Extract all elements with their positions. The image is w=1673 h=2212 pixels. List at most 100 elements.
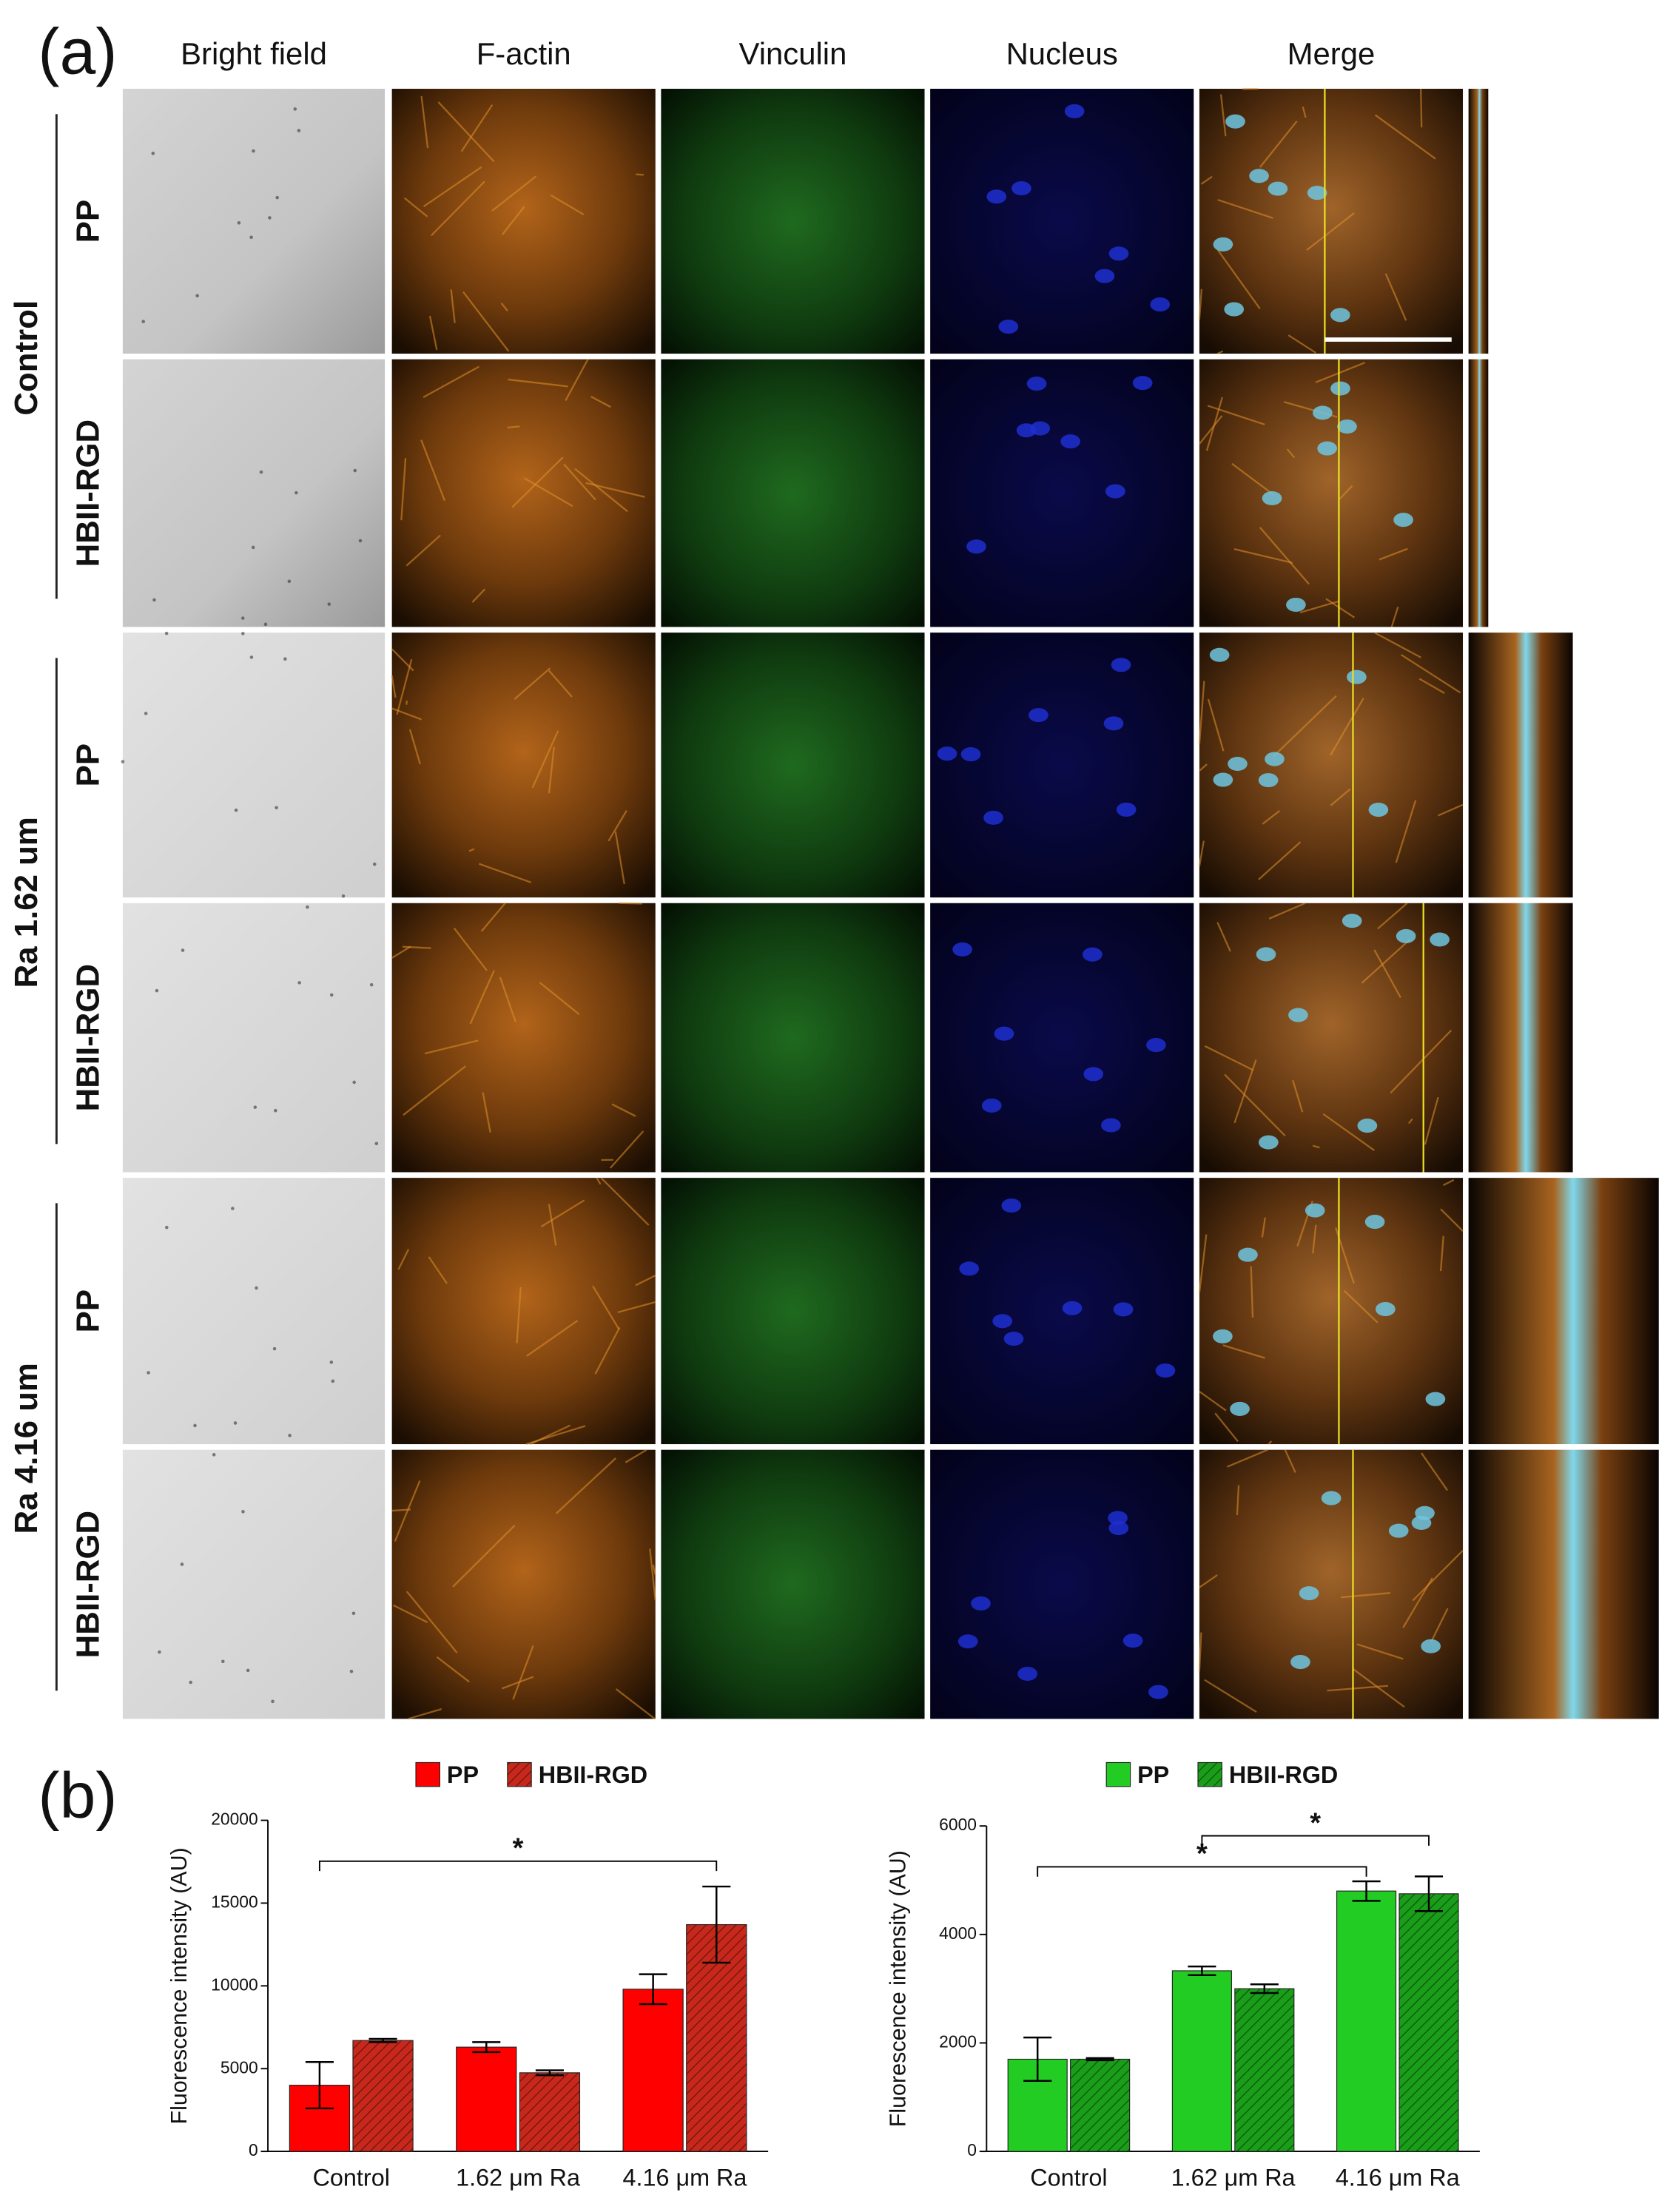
- fiber: [1222, 1344, 1265, 1359]
- fiber: [615, 1688, 656, 1720]
- fiber: [502, 206, 525, 235]
- fiber: [531, 730, 559, 789]
- nucleus: [1238, 1247, 1258, 1262]
- bar: [456, 2046, 517, 2152]
- row-label: HBII-RGD: [70, 419, 107, 567]
- column-header: Merge: [1287, 36, 1376, 71]
- nucleus: [1262, 490, 1282, 506]
- speck: [331, 1379, 335, 1383]
- fiber: [1292, 1079, 1304, 1113]
- nucleus: [981, 1098, 1002, 1113]
- fiber: [1341, 1592, 1391, 1599]
- fiber: [480, 903, 506, 932]
- fiber: [405, 1591, 458, 1653]
- nucleus: [1330, 381, 1350, 396]
- fiber: [1216, 350, 1224, 355]
- speck: [353, 468, 357, 473]
- fiber: [1214, 1412, 1239, 1443]
- nucleus: [1094, 269, 1115, 283]
- fiber: [1231, 462, 1274, 496]
- fiber: [548, 670, 573, 698]
- row-label: PP: [70, 743, 107, 786]
- fiber: [1330, 788, 1351, 806]
- fiber: [539, 982, 580, 1015]
- fiber: [619, 902, 642, 905]
- speck: [155, 988, 159, 993]
- speck: [221, 1659, 225, 1664]
- fiber: [1430, 1608, 1449, 1642]
- fiber: [1438, 803, 1464, 817]
- bar: [1171, 1970, 1232, 2152]
- speck: [374, 1142, 379, 1146]
- group-label: Control: [8, 300, 44, 416]
- significance-bracket: [1201, 1835, 1430, 1846]
- nucleus: [1268, 181, 1288, 196]
- fiber: [563, 463, 596, 501]
- fiber: [1377, 902, 1408, 930]
- fiber: [508, 378, 568, 388]
- significance-bracket: [318, 1860, 718, 1872]
- column-header: Bright field: [181, 36, 327, 71]
- y-axis-label: Fluorescence intensity (AU): [166, 1847, 192, 2124]
- fiber: [1390, 1029, 1452, 1094]
- nucleus: [1155, 1363, 1176, 1378]
- error-bar: [1188, 1965, 1216, 1977]
- speck: [263, 622, 268, 627]
- nucleus: [1393, 513, 1413, 527]
- nucleus: [1122, 1633, 1143, 1648]
- fiber: [491, 175, 537, 212]
- fiber: [1343, 1289, 1379, 1324]
- fiber: [1198, 681, 1205, 745]
- fiber: [478, 863, 532, 883]
- speck: [249, 655, 254, 659]
- fiber: [1287, 334, 1316, 354]
- error-bar: [702, 1885, 731, 1964]
- micrograph: [122, 1449, 386, 1719]
- group-label: Ra 1.62 um: [8, 817, 44, 988]
- fiber: [423, 365, 479, 398]
- fiber: [1205, 397, 1224, 451]
- error-bar: [305, 2061, 334, 2110]
- row-label: PP: [70, 200, 107, 243]
- fiber: [1379, 547, 1408, 561]
- fiber: [523, 477, 573, 508]
- nucleus: [1150, 297, 1171, 312]
- nucleus: [1258, 773, 1279, 788]
- fiber: [590, 395, 611, 408]
- speck: [329, 993, 334, 997]
- x-tick-label: 4.16 μm Ra: [1336, 2165, 1460, 2191]
- nucleus: [971, 1596, 991, 1611]
- fiber: [1412, 1550, 1464, 1602]
- panel-label: (b): [38, 1759, 117, 1832]
- fiber: [1401, 654, 1461, 694]
- fiber: [514, 667, 551, 700]
- y-tick-label: 0: [249, 2140, 258, 2159]
- micrograph: [122, 88, 386, 354]
- micrograph: [661, 1178, 925, 1445]
- fiber: [1198, 1632, 1202, 1671]
- nucleus: [1146, 1038, 1166, 1053]
- speck: [212, 1453, 216, 1457]
- significance-bracket: [1037, 1866, 1367, 1877]
- nucleus: [1016, 423, 1037, 438]
- error-bar: [1250, 1983, 1279, 1994]
- fiber: [424, 1039, 479, 1055]
- fiber: [1259, 527, 1310, 585]
- fiber: [391, 675, 397, 698]
- nucleus: [1011, 181, 1031, 196]
- nucleus: [1342, 914, 1362, 928]
- fiber: [594, 1326, 621, 1375]
- speck: [231, 1207, 235, 1210]
- speck: [306, 905, 309, 909]
- fiber: [428, 1256, 448, 1284]
- y-tick-label: 6000: [939, 1815, 977, 1834]
- fiber: [625, 1449, 647, 1463]
- row-label: HBII-RGD: [70, 964, 107, 1112]
- nucleus: [1148, 1685, 1168, 1699]
- nucleus: [1425, 1392, 1446, 1406]
- nucleus: [998, 320, 1019, 334]
- significance-label: *: [1196, 1838, 1208, 1869]
- fiber: [596, 1177, 602, 1185]
- bar-hatch: [1399, 1893, 1459, 2152]
- speck: [165, 1225, 169, 1230]
